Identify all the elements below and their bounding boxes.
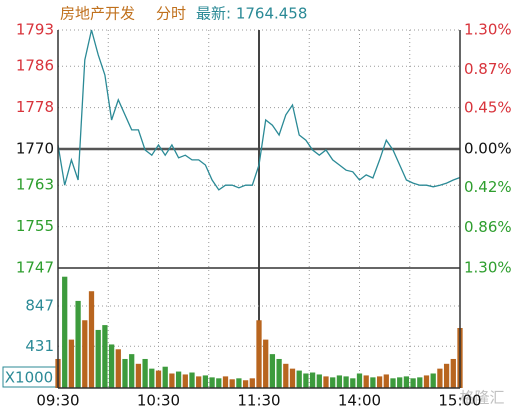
volume-bar <box>397 377 403 388</box>
volume-bar <box>437 368 443 388</box>
volume-bar <box>216 378 222 388</box>
volume-bar <box>209 377 215 388</box>
x-tick-label: 11:30 <box>237 392 280 410</box>
volume-bar <box>417 377 423 388</box>
volume-bar <box>202 375 209 388</box>
volume-bar <box>142 358 148 388</box>
volume-bar <box>129 354 135 388</box>
volume-bar <box>283 363 289 388</box>
volume-bar <box>269 354 276 388</box>
volume-bar <box>155 370 162 388</box>
volume-bar <box>135 363 142 388</box>
price-line <box>57 29 461 191</box>
y2-tick-label: 0.00% <box>464 140 512 158</box>
volume-bar <box>443 363 450 388</box>
volume-bar <box>316 374 322 388</box>
volume-bar <box>149 368 155 388</box>
volume-bar <box>383 374 389 388</box>
x-tick-label: 14:00 <box>338 392 381 410</box>
volume-bar <box>410 378 416 388</box>
volume-bar <box>229 379 235 388</box>
y2-tick-label: 1.30% <box>464 259 512 277</box>
volume-bar <box>309 372 316 388</box>
x-tick-label: 09:30 <box>36 392 79 410</box>
y2-tick-label: 0.87% <box>464 60 512 78</box>
volume-bar <box>370 377 376 388</box>
chart-title: 房地产开发 <box>60 5 135 23</box>
y2-tick-label: 0.45% <box>464 98 512 116</box>
volume-bar <box>376 376 383 388</box>
volume-bar <box>263 339 269 388</box>
y-tick-label: 1786 <box>16 57 54 75</box>
volume-bar <box>108 344 115 388</box>
volume-bar <box>182 374 188 388</box>
y2-tick-label: 0.42% <box>464 178 512 196</box>
volume-bar <box>162 366 168 388</box>
volume-bar <box>323 376 329 388</box>
x-tick-label: 15:00 <box>438 392 481 410</box>
volume-bar <box>196 376 202 388</box>
volume-bar <box>88 291 95 388</box>
volume-bar <box>296 370 302 388</box>
volume-bar <box>95 329 101 388</box>
x-tick-label: 10:30 <box>137 392 180 410</box>
volume-bar <box>336 375 343 388</box>
volume-bar <box>102 325 108 388</box>
volume-bar <box>356 373 363 388</box>
volume-bar <box>75 300 81 388</box>
volume-bar <box>236 378 242 388</box>
volume-bar <box>423 375 430 388</box>
volume-bar <box>82 320 88 388</box>
volume-bar <box>222 376 229 388</box>
volume-bar <box>122 358 128 388</box>
volume-bar <box>249 378 255 388</box>
volume-bar <box>115 349 121 388</box>
volume-bar <box>450 358 456 388</box>
volume-bar <box>350 378 356 388</box>
y-tick-label: 1747 <box>16 259 54 277</box>
volume-tick-label: 847 <box>25 297 54 315</box>
y2-tick-label: 1.30% <box>464 21 512 39</box>
volume-bar <box>256 320 262 388</box>
volume-bar <box>430 373 436 388</box>
chart-subtitle: 分时 <box>156 5 186 23</box>
latest-value: 最新: 1764.458 <box>196 5 307 23</box>
volume-bar <box>68 339 75 388</box>
volume-bar <box>276 358 282 388</box>
volume-bar <box>403 376 410 388</box>
volume-bar <box>390 378 396 388</box>
volume-unit: X1000 <box>5 369 53 387</box>
watermark: 格隆汇 <box>459 389 504 407</box>
volume-bar <box>330 377 336 388</box>
y-tick-label: 1793 <box>16 21 54 39</box>
volume-bar <box>289 368 296 388</box>
volume-bar <box>343 376 349 388</box>
y-tick-label: 1763 <box>16 176 54 194</box>
y-tick-label: 1755 <box>16 217 54 235</box>
y2-tick-label: 0.86% <box>464 218 512 236</box>
y-tick-label: 1770 <box>16 140 54 158</box>
volume-bar <box>175 371 182 388</box>
volume-bar <box>303 373 309 388</box>
volume-bar <box>169 373 175 388</box>
y-tick-label: 1778 <box>16 98 54 116</box>
volume-bar <box>62 276 68 388</box>
volume-bar <box>189 372 195 388</box>
volume-tick-label: 431 <box>25 337 54 355</box>
volume-bar <box>363 375 369 388</box>
volume-bar <box>242 380 249 388</box>
